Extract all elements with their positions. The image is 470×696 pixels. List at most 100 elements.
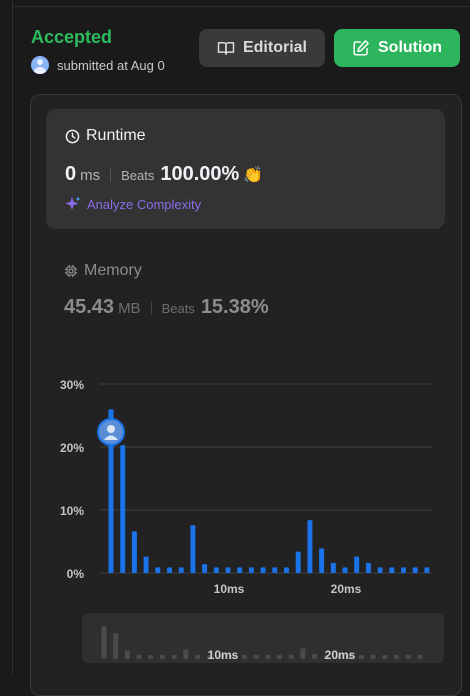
- chart-bar[interactable]: [389, 567, 395, 573]
- avatar[interactable]: [31, 56, 49, 74]
- marker-avatar-head: [107, 425, 115, 433]
- range-bar: [347, 655, 353, 659]
- chart-bar[interactable]: [120, 445, 126, 573]
- chart-bar[interactable]: [143, 556, 149, 573]
- range-bar: [335, 655, 341, 659]
- runtime-distribution-chart[interactable]: 30% 20% 10% 0% 10ms 20ms 10ms 20ms: [0, 0, 470, 674]
- range-bar: [136, 655, 142, 659]
- chart-bar[interactable]: [272, 567, 278, 573]
- chart-y-ticks: 30% 20% 10% 0%: [60, 378, 84, 581]
- memory-title-label: Memory: [84, 262, 142, 279]
- runtime-title: Runtime: [65, 127, 146, 145]
- range-bar: [160, 655, 165, 659]
- range-bar: [101, 626, 107, 659]
- sparkle-icon: [65, 196, 81, 210]
- y-tick-label: 10%: [60, 504, 84, 518]
- editorial-button[interactable]: Editorial: [199, 29, 325, 67]
- range-bar: [358, 655, 364, 659]
- runtime-beats-label: Beats: [121, 168, 155, 183]
- range-tick-label: 10ms: [208, 648, 239, 662]
- chart-bar[interactable]: [401, 567, 406, 573]
- memory-beats-value: 15.38%: [200, 296, 269, 318]
- range-bar: [171, 655, 177, 659]
- memory-values[interactable]: 45.43 MB Beats 15.38%: [64, 296, 269, 319]
- range-selector-bars[interactable]: [101, 626, 423, 659]
- x-tick-label: 10ms: [214, 582, 245, 596]
- chart-bar[interactable]: [237, 567, 243, 573]
- chart-bar[interactable]: [412, 567, 418, 573]
- memory-separator: [150, 300, 152, 315]
- range-bar: [312, 654, 318, 659]
- range-tick-label: 20ms: [325, 648, 356, 662]
- top-divider: [12, 0, 470, 7]
- chart-bars[interactable]: [108, 409, 430, 573]
- runtime-unit: ms: [80, 167, 101, 184]
- chart-x-ticks: 10ms 20ms: [214, 582, 362, 596]
- memory-title[interactable]: Memory: [64, 262, 142, 280]
- chart-bar[interactable]: [342, 567, 348, 573]
- range-bar: [241, 655, 247, 659]
- submission-meta: submitted at Aug 0: [31, 56, 165, 74]
- chart-bar[interactable]: [330, 562, 336, 573]
- range-selector-ticks: 10ms 20ms: [208, 648, 356, 662]
- edit-icon: [353, 40, 369, 56]
- submitted-text: submitted at Aug 0: [57, 57, 165, 73]
- range-bar: [230, 655, 236, 659]
- chart-bar[interactable]: [131, 531, 137, 573]
- chart-bar[interactable]: [178, 567, 184, 573]
- range-bar: [265, 655, 271, 659]
- y-tick-label: 30%: [60, 378, 84, 392]
- chart-bar[interactable]: [307, 520, 313, 573]
- editorial-label: Editorial: [242, 39, 307, 56]
- chart-bar[interactable]: [295, 551, 301, 573]
- clock-icon: [65, 129, 80, 143]
- submission-status: Accepted: [31, 27, 113, 47]
- range-bar: [113, 633, 119, 659]
- range-bar: [124, 650, 130, 659]
- chart-bar[interactable]: [167, 567, 172, 573]
- your-submission-marker[interactable]: [97, 418, 125, 446]
- range-bar: [382, 655, 388, 659]
- solution-label: Solution: [378, 39, 442, 56]
- chart-bar[interactable]: [260, 567, 266, 573]
- chart-bar[interactable]: [424, 567, 430, 573]
- range-bar: [218, 655, 224, 659]
- runtime-beats-value: 100.00%: [160, 163, 240, 185]
- clap-icon: 👏: [243, 166, 264, 184]
- chart-bar[interactable]: [319, 548, 325, 573]
- chart-bar[interactable]: [213, 567, 219, 573]
- chart-bar[interactable]: [202, 564, 208, 573]
- range-bar: [417, 655, 423, 659]
- x-tick-label: 20ms: [331, 582, 362, 596]
- book-icon: [217, 42, 235, 55]
- solution-button[interactable]: Solution: [334, 29, 460, 67]
- range-bar: [277, 655, 282, 659]
- range-bar: [183, 649, 189, 659]
- runtime-value: 0: [65, 163, 77, 185]
- range-bar: [253, 655, 259, 659]
- range-bar: [394, 655, 399, 659]
- range-bar: [323, 655, 329, 659]
- range-selector[interactable]: [82, 613, 444, 663]
- left-divider: [12, 0, 13, 674]
- chart-bar[interactable]: [377, 567, 383, 573]
- chart-bar[interactable]: [284, 567, 289, 573]
- chart-bar[interactable]: [190, 525, 196, 573]
- y-tick-label: 20%: [60, 441, 84, 455]
- range-bar: [405, 655, 411, 659]
- chart-bar[interactable]: [225, 567, 231, 573]
- range-bar: [195, 655, 201, 659]
- runtime-values: 0 ms Beats 100.00% 👏: [65, 163, 263, 186]
- chart-bar[interactable]: [365, 562, 371, 573]
- runtime-separator: [110, 167, 112, 182]
- chart-gridlines: [100, 383, 432, 574]
- analyze-complexity-link[interactable]: Analyze Complexity: [65, 196, 201, 212]
- chip-icon: [64, 264, 78, 278]
- runtime-panel[interactable]: Runtime 0 ms Beats 100.00% 👏 Analyze Com…: [46, 109, 445, 229]
- marker-avatar-body: [104, 435, 118, 440]
- range-bar: [300, 648, 306, 659]
- chart-bar[interactable]: [155, 567, 161, 573]
- chart-bar[interactable]: [354, 556, 360, 573]
- chart-bar[interactable]: [248, 567, 254, 573]
- chart-bar[interactable]: [108, 409, 114, 573]
